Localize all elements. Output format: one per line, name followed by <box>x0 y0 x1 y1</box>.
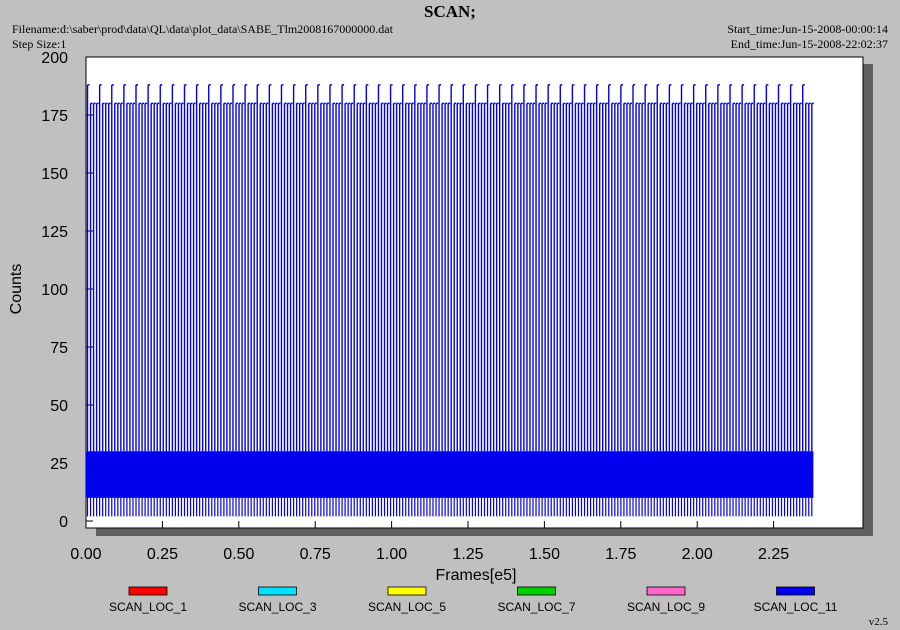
y-tick-label: 150 <box>41 166 68 183</box>
chart-title: SCAN; <box>424 2 476 21</box>
x-tick-label: 2.00 <box>682 546 713 563</box>
x-tick-label: 1.75 <box>605 546 636 563</box>
x-tick-label: 1.25 <box>452 546 483 563</box>
filename-label: Filename:d:\saber\prod\data\QL\data\plot… <box>12 22 393 36</box>
y-tick-label: 25 <box>50 456 68 473</box>
x-tick-label: 1.00 <box>376 546 407 563</box>
legend-swatch-scan-loc-5 <box>387 586 427 596</box>
y-tick-label: 0 <box>59 514 68 531</box>
step-size-label: Step Size:1 <box>12 37 67 51</box>
series-band <box>86 451 814 498</box>
legend-label-scan-loc-5: SCAN_LOC_5 <box>368 600 446 614</box>
y-tick-label: 75 <box>50 340 68 357</box>
y-tick-label: 200 <box>41 50 68 67</box>
y-tick-label: 50 <box>50 398 68 415</box>
y-axis-title: Counts <box>8 264 25 315</box>
legend-swatch-scan-loc-3 <box>258 586 297 596</box>
legend-label-scan-loc-7: SCAN_LOC_7 <box>497 600 575 614</box>
x-tick-label: 0.75 <box>300 546 331 563</box>
y-tick-label: 125 <box>41 224 68 241</box>
legend-swatch-scan-loc-1 <box>128 586 168 596</box>
legend-label-scan-loc-3: SCAN_LOC_3 <box>238 600 316 614</box>
legend-swatch-scan-loc-11 <box>776 586 815 596</box>
y-tick-label: 175 <box>41 108 68 125</box>
version-label: v2.5 <box>868 616 888 628</box>
legend-label-scan-loc-1: SCAN_LOC_1 <box>109 600 187 614</box>
legend-label-scan-loc-11: SCAN_LOC_11 <box>754 600 838 614</box>
x-tick-label: 1.50 <box>529 546 560 563</box>
legend-swatch-scan-loc-9 <box>646 586 686 596</box>
legend-label-scan-loc-9: SCAN_LOC_9 <box>627 600 705 614</box>
x-tick-label: 0.50 <box>223 546 254 563</box>
x-tick-label: 0.00 <box>70 546 101 563</box>
start-time-label: Start_time:Jun-15-2008-00:00:14 <box>727 22 888 36</box>
end-time-label: End_time:Jun-15-2008-22:02:37 <box>730 37 888 51</box>
x-axis-title: Frames[e5] <box>436 567 517 584</box>
x-tick-label: 0.25 <box>147 546 178 563</box>
legend-swatch-scan-loc-7 <box>517 586 556 596</box>
y-tick-label: 100 <box>41 282 68 299</box>
x-tick-label: 2.25 <box>758 546 789 563</box>
